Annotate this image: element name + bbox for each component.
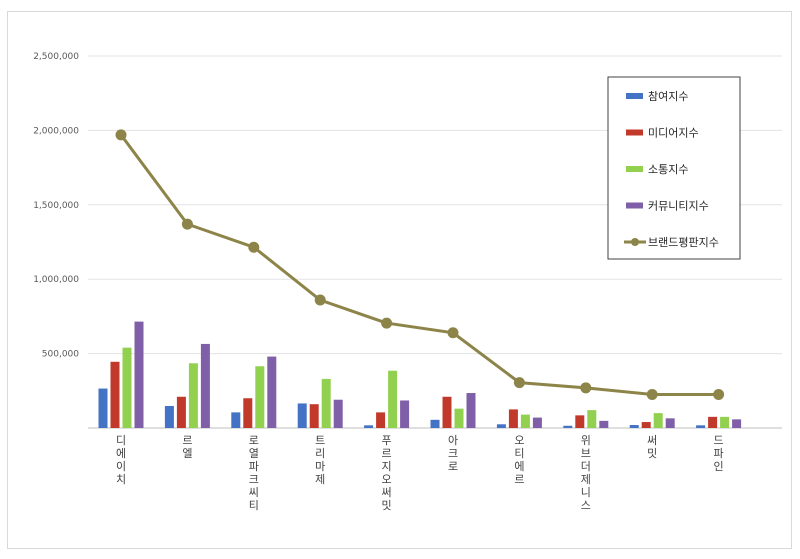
y-tick-label: 2,000,000 xyxy=(33,126,79,136)
bar-미디어지수 xyxy=(243,398,253,428)
legend-label: 소통지수 xyxy=(648,163,688,176)
y-tick-label: 500,000 xyxy=(42,350,79,360)
legend-swatch xyxy=(626,166,643,172)
legend-swatch xyxy=(626,202,643,209)
bar-미디어지수 xyxy=(176,396,186,428)
legend-marker xyxy=(631,238,639,246)
bar-소통지수 xyxy=(321,378,331,428)
bar-참여지수 xyxy=(98,388,108,428)
line-point xyxy=(713,389,725,401)
legend-label: 참여지수 xyxy=(648,90,688,103)
line-브랜드평판지수 xyxy=(119,133,719,397)
bar-참여지수 xyxy=(430,419,440,428)
bar-커뮤니티지수 xyxy=(267,356,277,428)
bar-참여지수 xyxy=(364,425,374,428)
y-tick-label: 1,500,000 xyxy=(33,201,79,211)
bar-미디어지수 xyxy=(442,396,452,428)
y-tick-label: 1,000,000 xyxy=(33,275,79,285)
y-axis-ticks: 500,000 1,000,000 1,500,000 2,000,000 2,500,… xyxy=(33,52,79,360)
bar-참여지수 xyxy=(696,425,706,428)
bar-커뮤니티지수 xyxy=(333,399,343,428)
bar-미디어지수 xyxy=(641,422,651,428)
line-point xyxy=(115,129,127,141)
bar-참여지수 xyxy=(297,403,307,428)
legend-label: 커뮤니티지수 xyxy=(648,200,709,213)
bar-커뮤니티지수 xyxy=(599,420,609,428)
bar-커뮤니티지수 xyxy=(732,419,742,428)
legend-swatch xyxy=(626,129,643,136)
legend-label: 브랜드평판지수 xyxy=(648,236,719,249)
legend-label: 미디어지수 xyxy=(648,127,699,140)
bar-소통지수 xyxy=(454,408,464,428)
bar-커뮤니티지수 xyxy=(532,417,542,428)
bar-참여지수 xyxy=(164,405,174,428)
bar-참여지수 xyxy=(496,424,506,428)
bar-소통지수 xyxy=(255,366,265,428)
bars xyxy=(98,321,742,428)
line-point xyxy=(580,382,592,394)
line-point xyxy=(381,317,393,329)
bar-소통지수 xyxy=(653,413,663,428)
bar-참여지수 xyxy=(563,425,573,428)
bar-소통지수 xyxy=(720,416,730,428)
bar-참여지수 xyxy=(231,412,241,428)
bar-미디어지수 xyxy=(575,415,585,428)
bar-소통지수 xyxy=(188,363,198,428)
bar-미디어지수 xyxy=(708,416,718,428)
bar-소통지수 xyxy=(388,370,398,428)
line-point xyxy=(314,294,326,306)
line-point xyxy=(181,218,193,230)
legend-swatch xyxy=(626,93,643,99)
bar-커뮤니티지수 xyxy=(400,400,410,428)
bar-커뮤니티지수 xyxy=(665,418,675,428)
bar-미디어지수 xyxy=(376,412,386,428)
bar-미디어지수 xyxy=(309,404,319,428)
bar-소통지수 xyxy=(122,347,132,428)
line-point xyxy=(248,241,260,253)
y-tick-label: 2,500,000 xyxy=(33,52,79,62)
bar-미디어지수 xyxy=(508,409,518,428)
line-point xyxy=(513,377,525,389)
bar-커뮤니티지수 xyxy=(466,393,476,428)
bar-미디어지수 xyxy=(110,361,120,428)
bar-참여지수 xyxy=(629,425,639,428)
bar-커뮤니티지수 xyxy=(200,343,210,428)
line-point xyxy=(447,327,459,339)
x-axis-categories: 디 에 이 치 르 엘 로 열 파 크 씨 티 트 리 마 제 푸 르 지 오 써 밋 아 크 로 오 티 에 르 위 브 더 제 니 스 써 밋 드 파 인 xyxy=(116,434,724,512)
bar-소통지수 xyxy=(587,410,597,428)
bar-소통지수 xyxy=(520,414,530,428)
brand-index-line xyxy=(115,129,725,401)
line-point xyxy=(646,389,658,401)
bar-커뮤니티지수 xyxy=(134,321,144,428)
